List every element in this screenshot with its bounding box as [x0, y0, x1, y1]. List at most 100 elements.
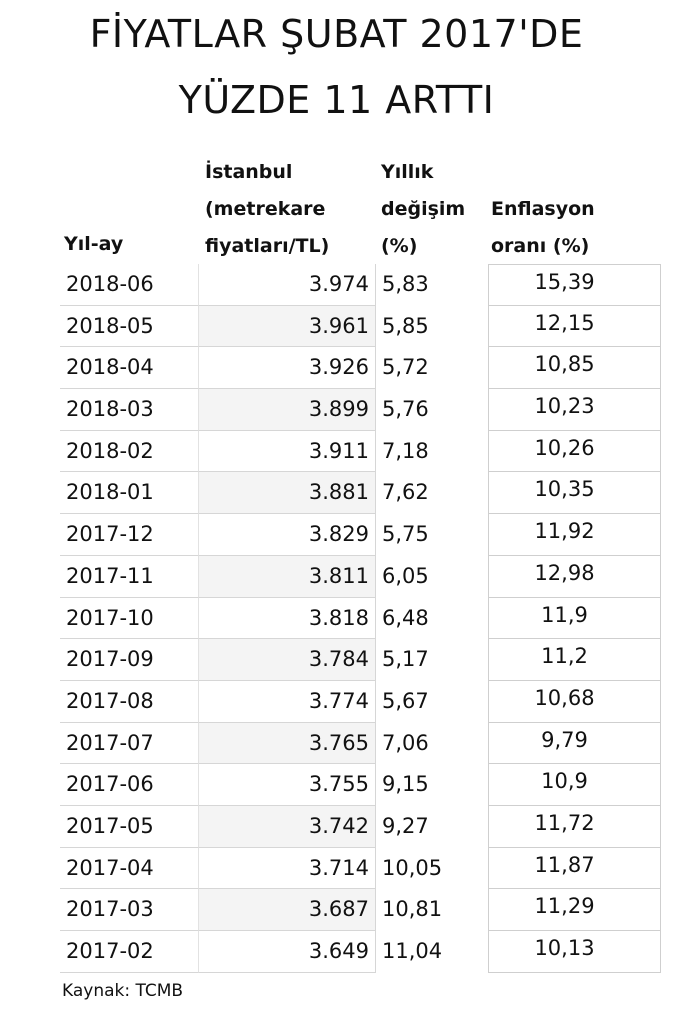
table-row: 2017-05 3.742 9,27 11,72: [60, 805, 661, 848]
cell-inflation: 9,79: [488, 722, 661, 765]
cell-change: 9,15: [382, 772, 429, 797]
cell-change: 5,83: [382, 272, 429, 296]
table-row: 2017-03 3.687 10,81 11,29: [60, 889, 661, 931]
cell-change: 11,04: [382, 939, 443, 963]
cell-inflation: 11,87: [488, 847, 661, 890]
cell-inflation: 10,68: [488, 680, 661, 723]
cell-change: 5,67: [382, 688, 429, 713]
header-month: Yıl-ay: [64, 226, 123, 263]
header-price-line-2: (metrekare: [205, 198, 326, 220]
table-row: 2018-05 3.961 5,85 12,15: [60, 305, 661, 348]
cell-price: 3.714: [198, 847, 376, 890]
cell-price: 3.899: [198, 389, 376, 431]
cell-inflation: 10,13: [488, 931, 661, 973]
cell-price: 3.974: [198, 264, 376, 306]
cell-change: 6,05: [382, 563, 429, 588]
cell-price: 3.881: [198, 472, 376, 515]
cell-month: 2017-02: [60, 931, 198, 973]
cell-change: 10,81: [382, 897, 443, 922]
cell-month: 2017-07: [60, 723, 198, 765]
cell-price: 3.755: [198, 764, 376, 806]
cell-month: 2018-06: [60, 264, 198, 306]
cell-inflation: 11,72: [488, 805, 661, 848]
title-line-1: FİYATLAR ŞUBAT 2017'DE: [89, 12, 584, 56]
cell-change: 7,62: [382, 480, 429, 505]
cell-change: 10,05: [382, 855, 443, 880]
cell-change: 6,48: [382, 605, 429, 630]
header-change-line-1: Yıllık: [381, 161, 434, 183]
source-note: Kaynak: TCMB: [62, 981, 184, 1001]
header-inflation-line-2: oranı (%): [491, 235, 590, 257]
cell-inflation: 11,2: [488, 639, 661, 681]
table-row: 2017-09 3.784 5,17 11,2: [60, 639, 661, 681]
data-table: 2018-06 3.974 5,83 15,39 2018-05 3.961 5,85 12,…: [60, 264, 661, 973]
cell-inflation: 12,98: [488, 555, 661, 598]
table-row: 2017-08 3.774 5,67 10,68: [60, 680, 661, 723]
header-price-line-3: fiyatları/TL): [205, 235, 330, 257]
cell-price: 3.926: [198, 347, 376, 390]
cell-inflation: 10,9: [488, 764, 661, 806]
cell-inflation: 15,39: [488, 264, 661, 306]
cell-inflation: 10,85: [488, 347, 661, 390]
title-line-2: YÜZDE 11 ARTTI: [178, 78, 495, 122]
table-row: 2017-12 3.829 5,75 11,92: [60, 514, 661, 556]
header-change: Yıllık değişim (%): [381, 154, 465, 265]
cell-month: 2018-03: [60, 389, 198, 431]
table-row: 2017-07 3.765 7,06 9,79: [60, 722, 661, 765]
table-row: 2018-03 3.899 5,76 10,23: [60, 389, 661, 431]
cell-inflation: 10,26: [488, 430, 661, 473]
cell-price: 3.742: [198, 805, 376, 848]
cell-change: 5,17: [382, 647, 429, 672]
cell-month: 2018-02: [60, 431, 198, 473]
table-row: 2018-06 3.974 5,83 15,39: [60, 264, 661, 306]
cell-change: 5,75: [382, 522, 429, 547]
cell-change: 7,06: [382, 730, 429, 755]
cell-month: 2017-04: [60, 848, 198, 890]
cell-month: 2017-12: [60, 514, 198, 556]
cell-month: 2017-10: [60, 598, 198, 640]
cell-change: 5,72: [382, 355, 429, 380]
table-row: 2017-10 3.818 6,48 11,9: [60, 597, 661, 640]
header-month-line: Yıl-ay: [64, 233, 124, 255]
table-row: 2017-04 3.714 10,05 11,87: [60, 847, 661, 890]
header-inflation-line-1: Enflasyon: [491, 198, 595, 220]
header-price-line-1: İstanbul: [205, 161, 293, 183]
cell-change: 9,27: [382, 813, 429, 838]
table-row: 2017-02 3.649 11,04 10,13: [60, 931, 661, 973]
cell-month: 2018-04: [60, 347, 198, 390]
cell-month: 2018-05: [60, 306, 198, 348]
cell-inflation: 10,35: [488, 472, 661, 515]
cell-price: 3.961: [198, 305, 376, 348]
cell-price: 3.765: [198, 722, 376, 765]
cell-month: 2017-11: [60, 556, 198, 598]
cell-change: 5,76: [382, 397, 429, 422]
table-row: 2017-11 3.811 6,05 12,98: [60, 555, 661, 598]
header-inflation: Enflasyon oranı (%): [491, 191, 595, 265]
cell-price: 3.829: [198, 514, 376, 556]
cell-price: 3.811: [198, 555, 376, 598]
header-change-line-2: değişim: [381, 198, 466, 220]
cell-month: 2018-01: [60, 472, 198, 515]
cell-price: 3.774: [198, 680, 376, 723]
cell-change: 5,85: [382, 313, 429, 338]
cell-price: 3.911: [198, 430, 376, 473]
cell-price: 3.649: [198, 931, 376, 973]
header-change-line-3: (%): [381, 235, 418, 257]
table-row: 2018-01 3.881 7,62 10,35: [60, 472, 661, 515]
cell-month: 2017-06: [60, 764, 198, 806]
cell-inflation: 12,15: [488, 305, 661, 348]
table-row: 2018-04 3.926 5,72 10,85: [60, 347, 661, 390]
table-row: 2017-06 3.755 9,15 10,9: [60, 764, 661, 806]
cell-month: 2017-08: [60, 681, 198, 723]
header-price: İstanbul (metrekare fiyatları/TL): [205, 154, 329, 265]
table-row: 2018-02 3.911 7,18 10,26: [60, 430, 661, 473]
cell-inflation: 10,23: [488, 389, 661, 431]
cell-month: 2017-05: [60, 806, 198, 848]
cell-price: 3.818: [198, 597, 376, 640]
cell-month: 2017-09: [60, 639, 198, 681]
cell-month: 2017-03: [60, 889, 198, 931]
cell-price: 3.687: [198, 889, 376, 931]
cell-price: 3.784: [198, 639, 376, 681]
cell-change: 7,18: [382, 438, 429, 463]
cell-inflation: 11,92: [488, 514, 661, 556]
